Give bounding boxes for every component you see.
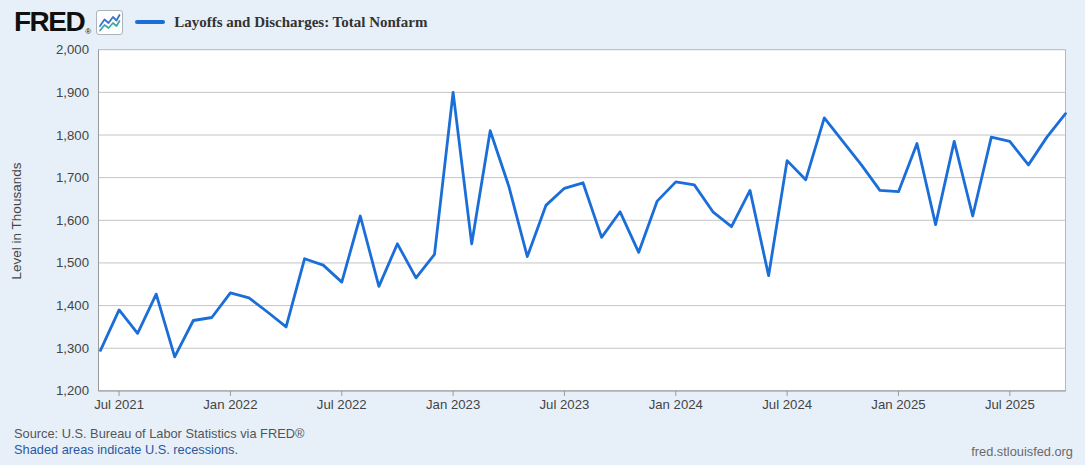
svg-text:Jul 2021: Jul 2021 bbox=[94, 397, 144, 412]
x-axis-ticks bbox=[119, 391, 1010, 396]
svg-text:1,800: 1,800 bbox=[56, 128, 89, 143]
y-axis-tick-labels: 2,000 1,900 1,800 1,700 1,600 1,500 1,400 1,300… bbox=[56, 42, 89, 398]
svg-text:1,400: 1,400 bbox=[56, 298, 89, 313]
svg-text:Jul 2025: Jul 2025 bbox=[985, 397, 1035, 412]
svg-text:Jul 2023: Jul 2023 bbox=[540, 397, 590, 412]
y-axis-title: Level in Thousands bbox=[9, 162, 24, 279]
svg-text:1,200: 1,200 bbox=[56, 383, 89, 398]
fred-site-link[interactable]: fred.stlouisfed.org bbox=[971, 444, 1073, 459]
svg-text:Jul 2024: Jul 2024 bbox=[762, 397, 812, 412]
source-text: Source: U.S. Bureau of Labor Statistics … bbox=[14, 426, 304, 442]
svg-text:Jul 2022: Jul 2022 bbox=[317, 397, 367, 412]
svg-text:1,300: 1,300 bbox=[56, 341, 89, 356]
svg-text:1,700: 1,700 bbox=[56, 170, 89, 185]
svg-text:1,500: 1,500 bbox=[56, 255, 89, 270]
svg-text:1,600: 1,600 bbox=[56, 213, 89, 228]
svg-text:Jan 2025: Jan 2025 bbox=[871, 397, 925, 412]
svg-text:Jan 2024: Jan 2024 bbox=[649, 397, 703, 412]
chart-footer-notes: Source: U.S. Bureau of Labor Statistics … bbox=[14, 426, 304, 457]
svg-text:Jan 2022: Jan 2022 bbox=[203, 397, 257, 412]
x-axis-tick-labels: Jul 2021 Jan 2022 Jul 2022 Jan 2023 Jul 2023… bbox=[94, 397, 1035, 412]
recession-shading-link[interactable]: Shaded areas indicate U.S. recessions. bbox=[14, 442, 238, 457]
line-chart: 2,000 1,900 1,800 1,700 1,600 1,500 1,400 1,300… bbox=[0, 0, 1085, 465]
fred-graph-page: FRED ® Layoffs and Discharges: Total Non… bbox=[0, 0, 1085, 465]
svg-text:Jan 2023: Jan 2023 bbox=[426, 397, 480, 412]
svg-text:1,900: 1,900 bbox=[56, 85, 89, 100]
svg-text:2,000: 2,000 bbox=[56, 42, 89, 57]
